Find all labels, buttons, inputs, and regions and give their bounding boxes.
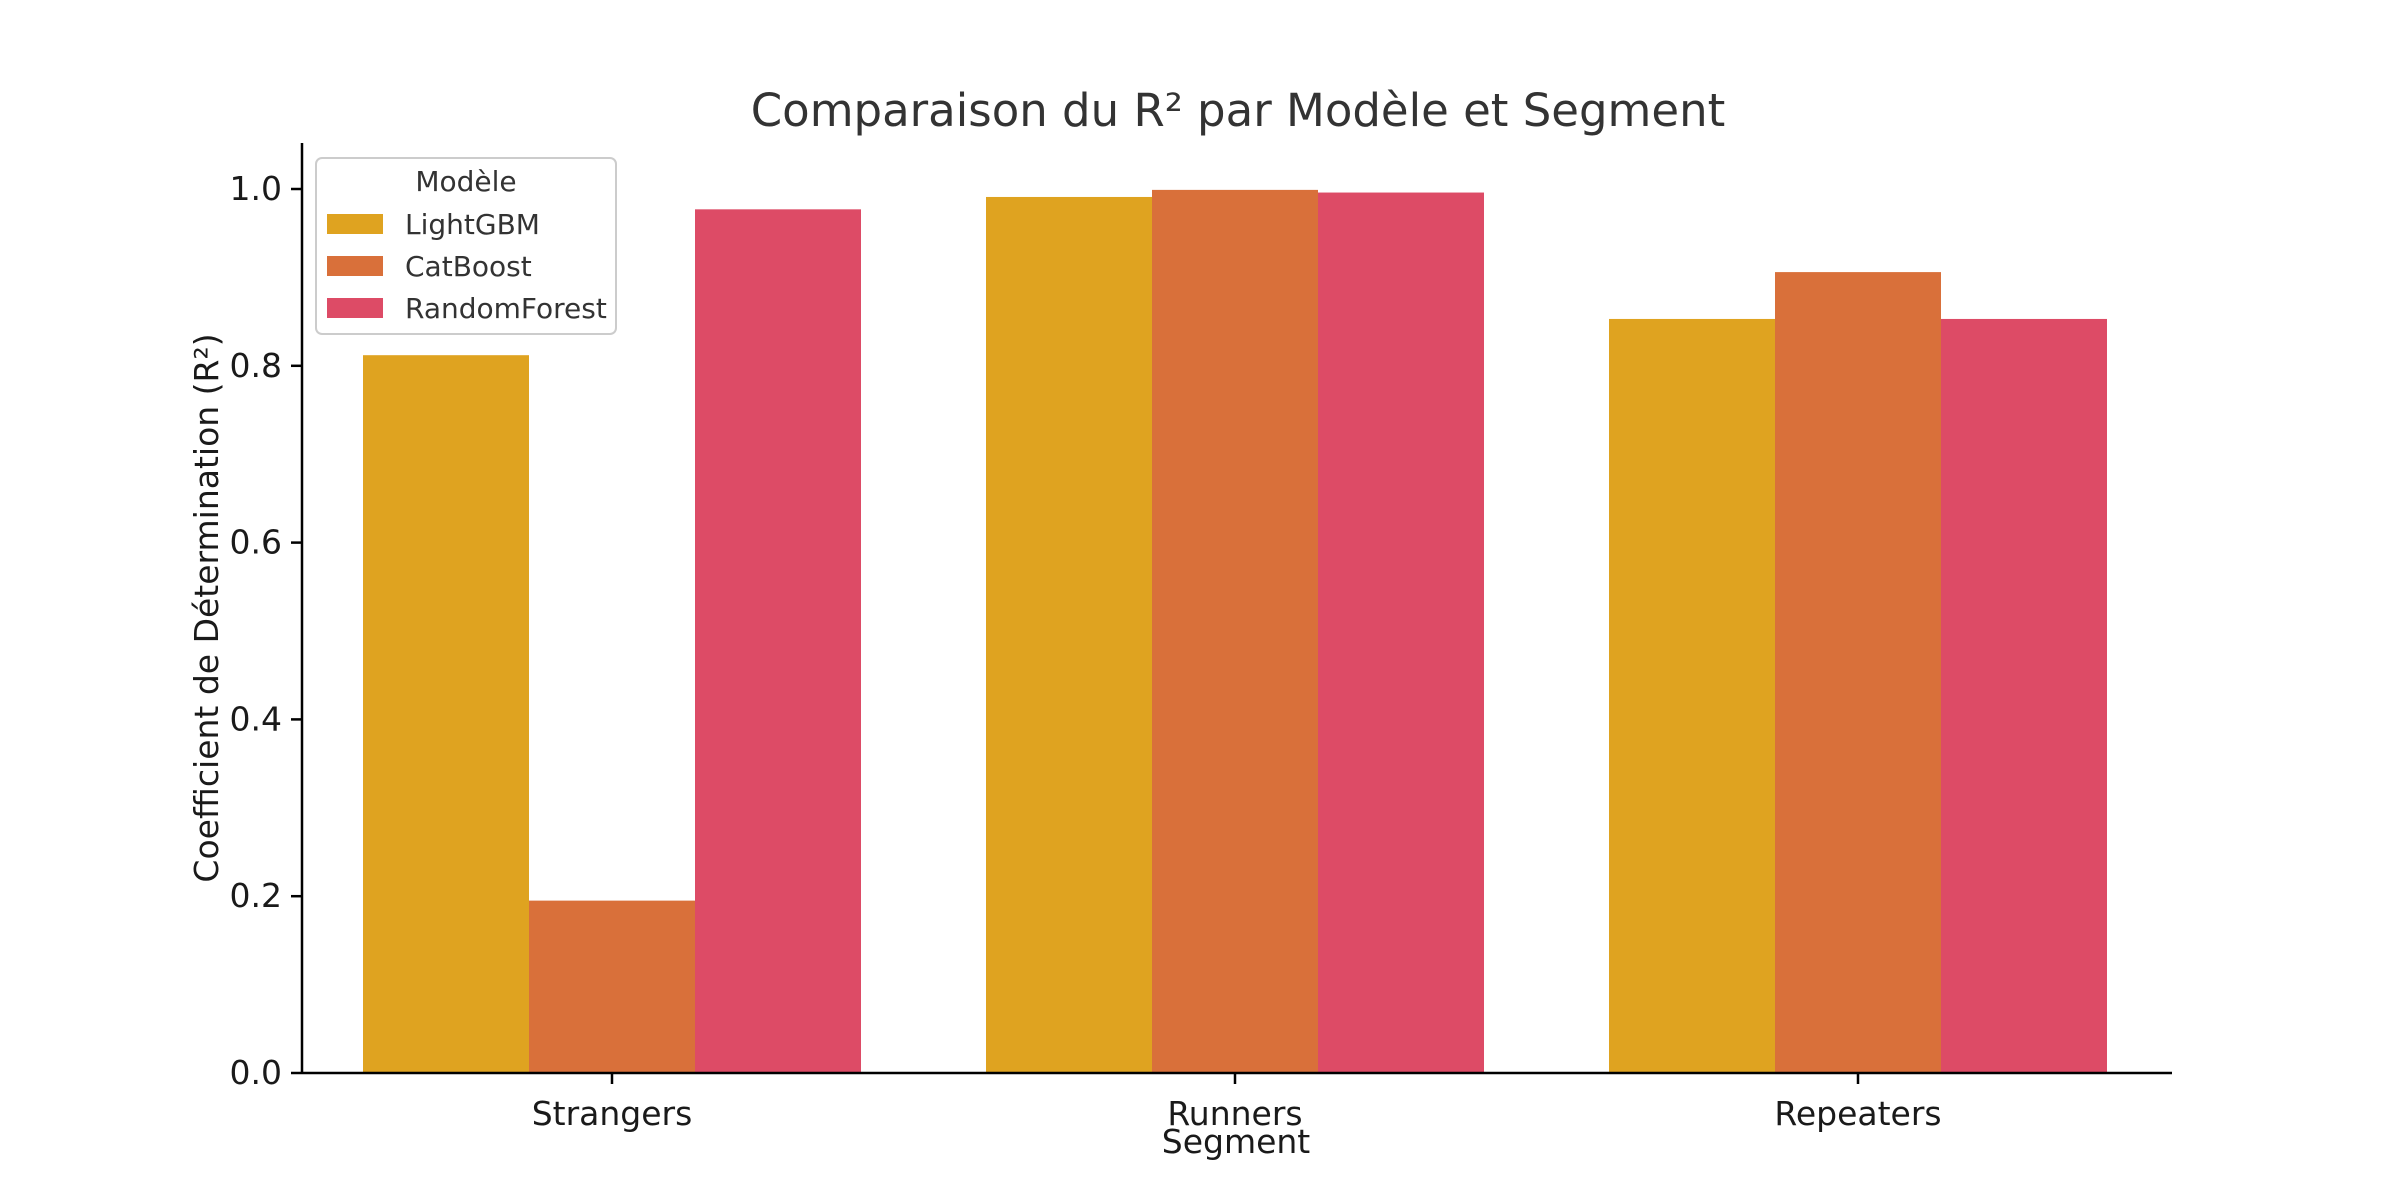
legend-swatch-randomforest xyxy=(327,298,383,318)
chart-title: Comparaison du R² par Modèle et Segment xyxy=(751,84,1726,137)
y-axis-label: Coefficient de Détermination (R²) xyxy=(187,333,226,882)
bar-catboost-runners xyxy=(1152,189,1318,1073)
y-tick-label: 1.0 xyxy=(230,169,282,208)
y-tick-label: 0.0 xyxy=(230,1053,282,1092)
x-tick-label: Runners xyxy=(1167,1094,1302,1133)
bar-catboost-repeaters xyxy=(1775,272,1941,1074)
y-ticks-group: 0.0 0.2 0.4 0.6 0.8 1.0 xyxy=(230,169,302,1092)
legend: Modèle LightGBM CatBoost RandomForest xyxy=(315,157,617,335)
y-tick-label: 0.8 xyxy=(230,346,282,385)
bar-randomforest-repeaters xyxy=(1941,318,2107,1073)
legend-swatch-catboost xyxy=(327,256,383,276)
bar-lightgbm-repeaters xyxy=(1609,318,1775,1073)
legend-label-randomforest: RandomForest xyxy=(405,292,607,325)
legend-items: LightGBM CatBoost RandomForest xyxy=(327,208,607,325)
x-tick-label: Repeaters xyxy=(1774,1094,1941,1133)
legend-label-catboost: CatBoost xyxy=(405,250,532,283)
bars-group xyxy=(363,189,2107,1074)
y-tick-label: 0.4 xyxy=(230,699,282,738)
bar-randomforest-strangers xyxy=(695,209,861,1073)
bar-lightgbm-strangers xyxy=(363,355,529,1073)
x-tick-label: Strangers xyxy=(532,1094,693,1133)
bar-randomforest-runners xyxy=(1318,192,1484,1074)
x-axis-label: Segment xyxy=(1162,1122,1311,1161)
legend-label-lightgbm: LightGBM xyxy=(405,208,540,241)
bar-lightgbm-runners xyxy=(986,196,1152,1073)
y-tick-label: 0.6 xyxy=(230,523,282,562)
legend-title: Modèle xyxy=(415,165,516,198)
bar-catboost-strangers xyxy=(529,900,695,1073)
legend-swatch-lightgbm xyxy=(327,214,383,234)
x-ticks-group: Strangers Runners Repeaters xyxy=(532,1073,1942,1133)
y-tick-label: 0.2 xyxy=(230,876,282,915)
legend-frame xyxy=(315,157,617,335)
